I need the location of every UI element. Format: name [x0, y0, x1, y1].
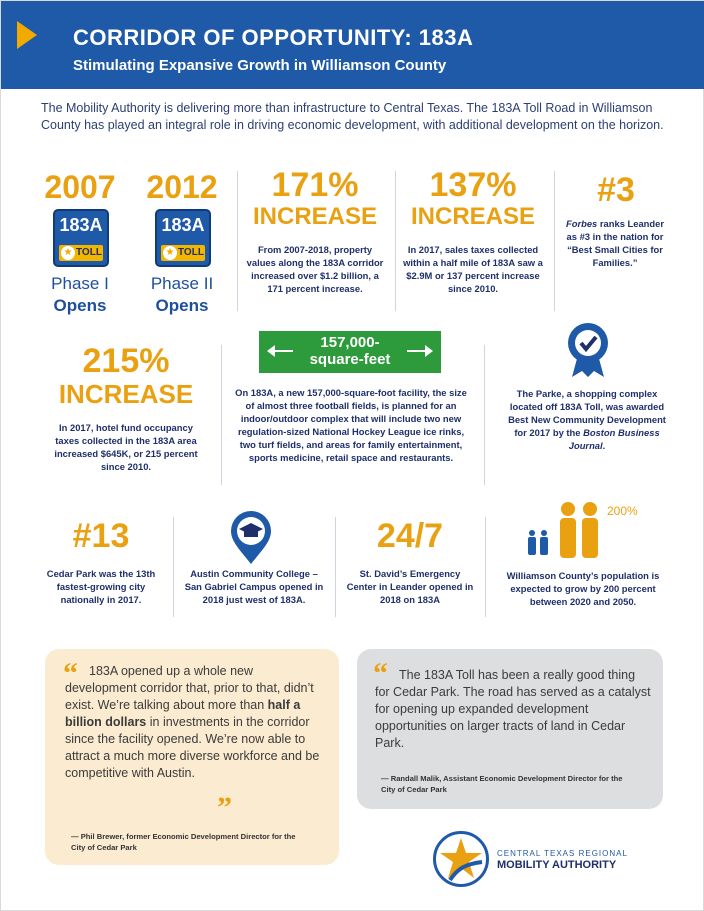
- stat-215-text: In 2017, hotel fund occupancy taxes coll…: [54, 422, 198, 472]
- quote-right-text: The 183A Toll has been a really good thi…: [375, 668, 651, 750]
- rank-3-text: Forbes ranks Leander as #3 in the nation…: [563, 217, 667, 269]
- parke-desc: The Parke, a shopping complex located of…: [508, 388, 666, 438]
- parke-text: The Parke, a shopping complex located of…: [501, 387, 673, 452]
- phase2-line1: Phase II: [150, 274, 214, 293]
- star-icon: ★: [61, 246, 75, 260]
- quote-left: “ 183A opened up a whole new development…: [45, 649, 339, 865]
- toll-sign-183a-icon: 183A ★ TOLL: [53, 209, 109, 267]
- stat-137-text: In 2017, sales taxes collected within a …: [403, 244, 543, 294]
- population-text: Williamson County’s population is expect…: [506, 570, 660, 607]
- open-quote-icon: “: [373, 657, 388, 690]
- divider: [484, 345, 485, 485]
- phase2-year: 2012: [146, 169, 218, 205]
- quote-right: “ The 183A Toll has been a really good t…: [357, 649, 663, 809]
- page-subtitle: Stimulating Expansive Growth in Williams…: [73, 57, 447, 74]
- rank-13-value: #13: [72, 517, 130, 555]
- quote-left-emphasis: half a billion dollars: [65, 698, 301, 729]
- stat-215-value: 215%: [82, 342, 170, 380]
- divider: [237, 171, 238, 311]
- divider: [173, 517, 174, 617]
- phase1-line1: Phase I: [51, 274, 109, 293]
- stat-171-value: 171%: [271, 166, 359, 204]
- arrow-left-icon: [267, 345, 293, 357]
- population-percent: 200%: [607, 504, 638, 518]
- graduation-cap-pin-icon: [231, 511, 271, 564]
- close-quote-icon: ”: [217, 791, 232, 824]
- facility-size-label: 157,000-square-feet: [309, 334, 391, 368]
- page-title: CORRIDOR OF OPPORTUNITY: 183A: [73, 25, 474, 50]
- rank-13-text: Cedar Park was the 13th fastest-growing …: [46, 568, 156, 605]
- quote-left-text: 183A opened up a whole new development c…: [65, 663, 325, 782]
- header-arrow-icon: [17, 21, 37, 49]
- rank-3-value: #3: [597, 171, 635, 209]
- journal-name: Boston Business Journal: [568, 427, 660, 451]
- phase1-line2: Opens: [53, 296, 107, 315]
- quote-left-part2: in investments in the corridor since the…: [65, 715, 320, 780]
- header-banner: CORRIDOR OF OPPORTUNITY: 183A Stimulatin…: [1, 1, 704, 89]
- rank-3-desc: ranks Leander as #3 in the nation for “B…: [566, 218, 664, 268]
- toll-sign-label: TOLL: [76, 247, 102, 258]
- divider: [335, 517, 336, 617]
- open-quote-icon: “: [63, 657, 78, 690]
- quote-right-attribution: — Randall Malik, Assistant Economic Deve…: [381, 774, 623, 794]
- divider: [485, 517, 486, 617]
- phase2-line2: Opens: [155, 296, 209, 315]
- toll-sign-label: TOLL: [178, 247, 204, 258]
- logo-text-bottom: MOBILITY AUTHORITY: [497, 859, 617, 871]
- st-david-value: 24/7: [376, 517, 444, 555]
- arrow-right-icon: [407, 345, 433, 357]
- forbes-label: Forbes: [566, 218, 598, 229]
- logo-text-top: CENTRAL TEXAS REGIONAL: [497, 849, 628, 858]
- st-david-text: St. David’s Emergency Center in Leander …: [346, 568, 474, 605]
- award-ribbon-icon: [568, 323, 608, 377]
- toll-sign-183a-icon: 183A ★ TOLL: [155, 209, 211, 267]
- stat-137-value: 137%: [429, 166, 517, 204]
- stat-137-label: INCREASE: [410, 203, 536, 230]
- population-people-icon: [528, 502, 598, 558]
- acc-text: Austin Community College – San Gabriel C…: [184, 568, 324, 605]
- stat-171-text: From 2007-2018, property values along th…: [246, 244, 384, 294]
- divider: [554, 171, 555, 311]
- toll-sign-number: 183A: [161, 215, 205, 235]
- quote-left-attribution: — Phil Brewer, former Economic Developme…: [71, 832, 296, 852]
- phase1-year: 2007: [44, 169, 116, 205]
- toll-sign-number: 183A: [59, 215, 103, 235]
- intro-paragraph: The Mobility Authority is delivering mor…: [41, 101, 664, 132]
- divider: [395, 171, 396, 311]
- stat-215-label: INCREASE: [58, 379, 194, 409]
- stat-171-label: INCREASE: [252, 203, 378, 230]
- star-icon: ★: [163, 246, 177, 260]
- facility-text: On 183A, a new 157,000-square-foot facil…: [235, 387, 467, 463]
- quote-left-part1: 183A opened up a whole new development c…: [65, 664, 314, 712]
- divider: [221, 345, 222, 485]
- facility-size-banner: 157,000-square-feet: [259, 331, 441, 373]
- parke-end: .: [602, 440, 606, 451]
- logo-star-icon: [433, 831, 489, 887]
